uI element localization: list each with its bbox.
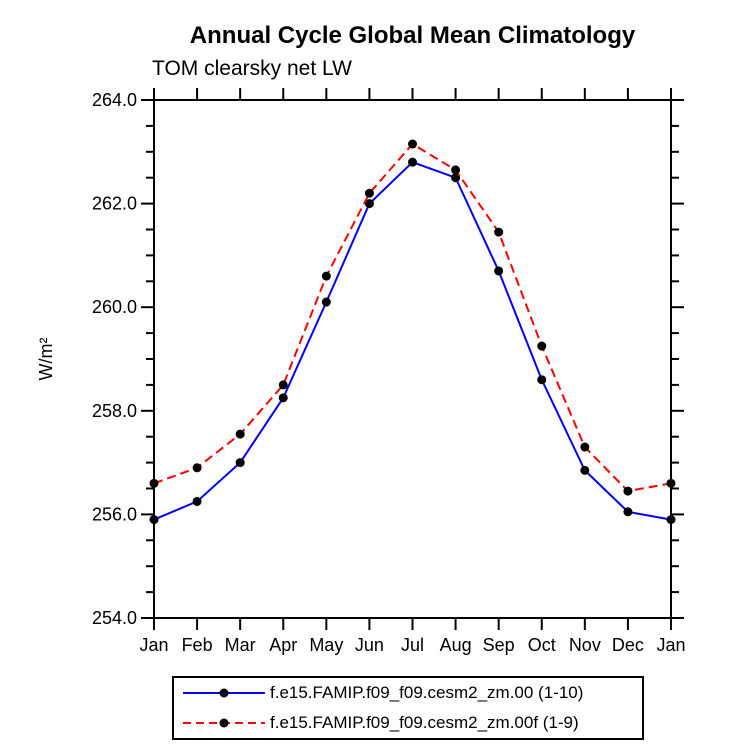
svg-text:Apr: Apr	[269, 635, 297, 655]
svg-text:Feb: Feb	[182, 635, 213, 655]
svg-text:May: May	[309, 635, 343, 655]
svg-text:Jul: Jul	[401, 635, 424, 655]
svg-text:Jan: Jan	[139, 635, 168, 655]
svg-text:Nov: Nov	[569, 635, 601, 655]
svg-text:264.0: 264.0	[92, 90, 137, 110]
y-axis-label: W/m²	[36, 338, 56, 381]
legend-line-icon-series-1	[183, 718, 265, 728]
svg-text:260.0: 260.0	[92, 297, 137, 317]
series-1	[149, 139, 676, 496]
legend-line-icon-series-0	[183, 688, 265, 698]
chart-title: Annual Cycle Global Mean Climatology	[189, 22, 636, 49]
legend-label-series-0: f.e15.FAMIP.f09_f09.cesm2_zm.00 (1-10)	[270, 683, 584, 702]
svg-text:Aug: Aug	[440, 635, 472, 655]
svg-text:262.0: 262.0	[92, 194, 137, 214]
legend-label-series-1: f.e15.FAMIP.f09_f09.cesm2_zm.00f (1-9)	[270, 713, 579, 732]
svg-text:258.0: 258.0	[92, 401, 137, 421]
series-0	[149, 157, 676, 525]
legend-row: f.e15.FAMIP.f09_f09.cesm2_zm.00 (1-10)	[180, 678, 642, 708]
svg-text:256.0: 256.0	[92, 504, 137, 524]
svg-text:Jan: Jan	[656, 635, 685, 655]
svg-text:Mar: Mar	[225, 635, 256, 655]
legend: f.e15.FAMIP.f09_f09.cesm2_zm.00 (1-10) f…	[172, 676, 644, 740]
chart-subtitle: TOM clearsky net LW	[152, 57, 352, 80]
svg-text:Dec: Dec	[612, 635, 644, 655]
svg-text:Oct: Oct	[528, 635, 556, 655]
svg-text:254.0: 254.0	[92, 608, 137, 628]
chart-plot: 254.0 256.0 258.0 260.0 262.0 264.0 Jan Feb Mar A…	[36, 88, 686, 655]
tick-labels: 254.0 256.0 258.0 260.0 262.0 264.0 Jan Feb Mar A…	[92, 90, 686, 655]
axes	[141, 88, 684, 630]
svg-text:Sep: Sep	[483, 635, 515, 655]
legend-row: f.e15.FAMIP.f09_f09.cesm2_zm.00f (1-9)	[180, 708, 642, 738]
svg-text:Jun: Jun	[355, 635, 384, 655]
